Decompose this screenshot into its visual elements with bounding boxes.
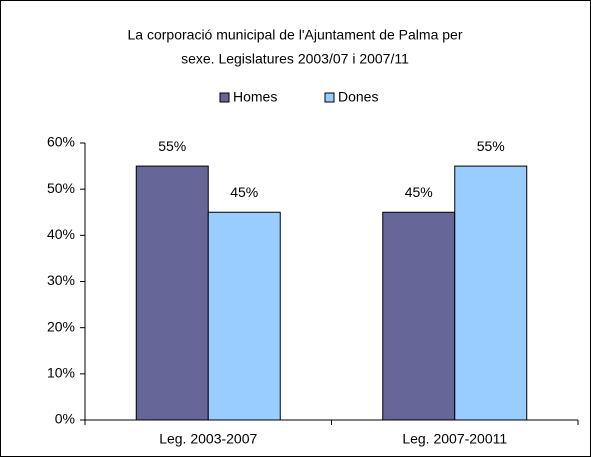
chart-title: La corporació municipal de l'Ajuntament … [128, 27, 463, 43]
bar [207, 211, 281, 421]
bar [382, 211, 456, 421]
y-tick-label: 20% [47, 318, 75, 334]
data-label: 55% [158, 138, 186, 154]
y-tick-label: 10% [47, 365, 75, 381]
y-tick-label: 40% [47, 226, 75, 242]
legend-label: Homes [233, 89, 277, 105]
x-tick-label: Leg. 2003-2007 [159, 431, 257, 447]
legend-swatch [324, 92, 335, 103]
data-label: 55% [477, 138, 505, 154]
data-label: 45% [405, 184, 433, 200]
x-tick-label: Leg. 2007-20011 [402, 431, 507, 447]
legend-swatch [219, 92, 230, 103]
bar [135, 165, 209, 421]
legend-label: Dones [338, 89, 378, 105]
chart-title: sexe. Legislatures 2003/07 i 2007/11 [181, 51, 409, 67]
y-tick-label: 30% [47, 272, 75, 288]
data-label: 45% [230, 184, 258, 200]
y-tick-label: 50% [47, 180, 75, 196]
y-tick-label: 0% [55, 411, 75, 427]
y-tick-label: 60% [47, 134, 75, 150]
bar [454, 165, 528, 421]
